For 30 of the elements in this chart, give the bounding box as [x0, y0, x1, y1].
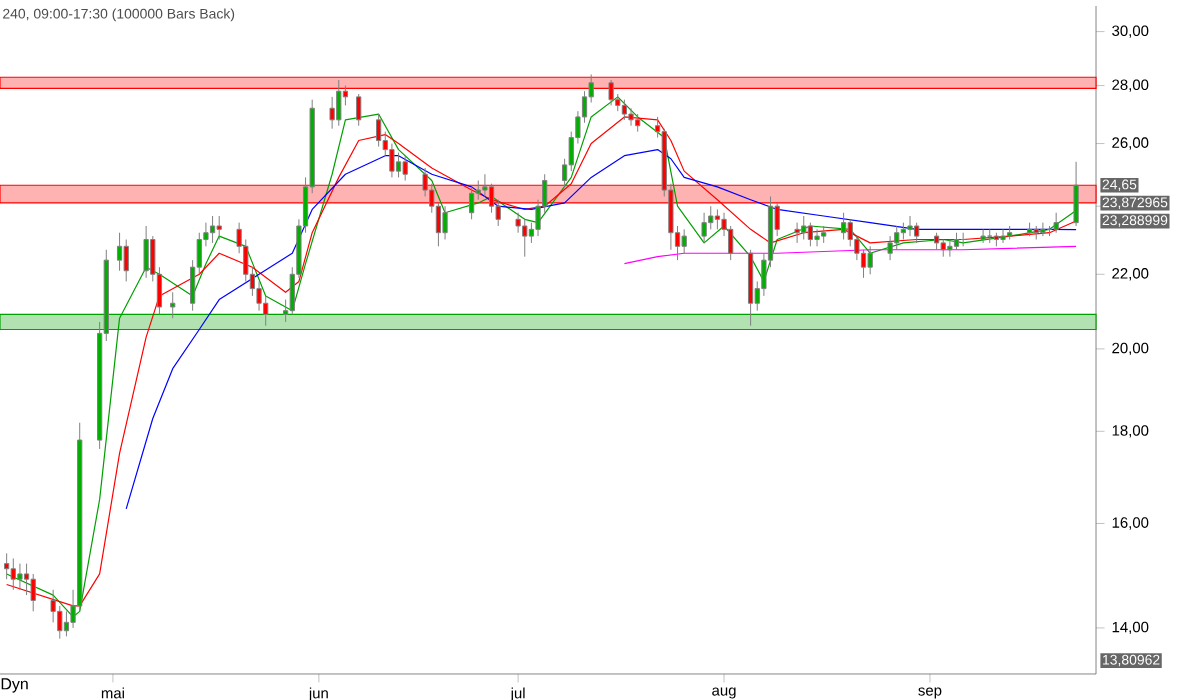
candlestick [4, 552, 10, 580]
candlestick [1053, 212, 1059, 234]
candlestick [1000, 228, 1006, 244]
candlestick [947, 238, 953, 258]
candlestick [57, 605, 63, 640]
candlestick [209, 215, 216, 244]
candlestick [442, 205, 448, 240]
candlestick [263, 295, 269, 327]
candlestick [814, 228, 820, 247]
candlestick [940, 238, 946, 258]
candlestick [123, 238, 129, 282]
candlestick [515, 212, 521, 234]
candlestick [887, 235, 893, 261]
candlestick [389, 143, 395, 178]
candlestick [1073, 161, 1079, 227]
candlestick [794, 222, 800, 244]
candlestick [116, 232, 123, 272]
candlestick [747, 249, 754, 327]
candlestick [170, 291, 176, 319]
candlestick [701, 212, 707, 244]
candlestick [17, 563, 23, 591]
candlestick [980, 228, 986, 244]
candlestick [23, 563, 30, 596]
candlestick [216, 215, 222, 240]
candlestick [329, 96, 335, 130]
candlestick [907, 215, 913, 237]
candlestick [256, 280, 262, 312]
candlestick [336, 79, 342, 127]
candlestick [143, 225, 149, 279]
candlestick [1040, 222, 1046, 237]
